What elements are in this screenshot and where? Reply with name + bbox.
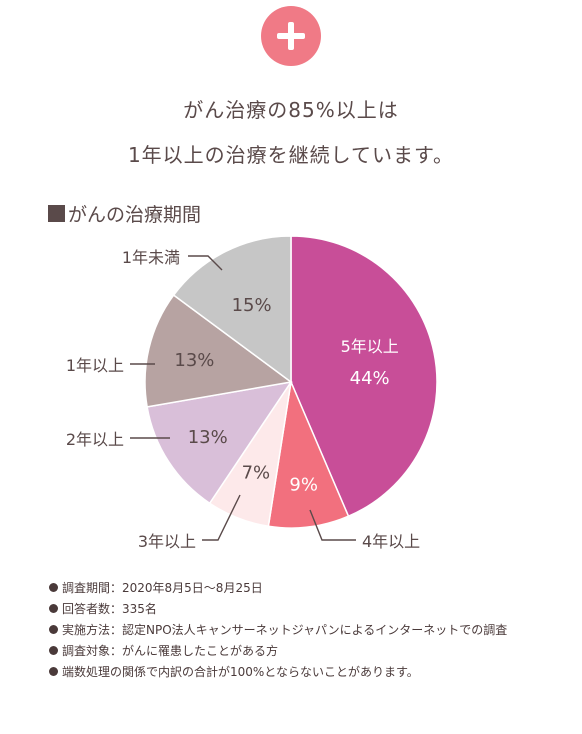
- note-text: 実施方法：認定NPO法人キャンサーネットジャパンによるインターネットでの調査: [62, 623, 508, 637]
- slice-category-label: 5年以上: [341, 337, 399, 356]
- note-text: 調査対象：がんに罹患したことがある方: [62, 644, 279, 658]
- note-text: 端数処理の関係で内訳の合計が100%とならないことがあります。: [62, 665, 419, 679]
- note-text: 回答者数：335名: [62, 602, 157, 616]
- pie-slice: [290, 235, 438, 518]
- bullet-icon: [49, 583, 58, 592]
- note-row: 調査期間：2020年8月5日〜8月25日: [49, 578, 507, 599]
- plus-icon-vertical: [288, 22, 294, 50]
- note-text: 調査期間：2020年8月5日〜8月25日: [62, 581, 263, 595]
- slice-value-label: 7%: [242, 463, 271, 484]
- headline-line-1: がん治療の85%以上は: [183, 98, 399, 122]
- slice-category-label: 4年以上: [362, 532, 420, 551]
- note-row: 実施方法：認定NPO法人キャンサーネットジャパンによるインターネットでの調査: [49, 620, 507, 641]
- slice-value-label: 13%: [188, 427, 228, 448]
- pie-slice: [146, 380, 293, 505]
- chart-title: がんの治療期間: [48, 200, 201, 227]
- leader-lines: [130, 255, 356, 541]
- note-row: 回答者数：335名: [49, 599, 507, 620]
- pie-slice: [267, 379, 350, 529]
- slice-value-label: 9%: [289, 474, 318, 495]
- pie-slice: [144, 294, 293, 408]
- bullet-icon: [49, 646, 58, 655]
- chart-title-text: がんの治療期間: [68, 204, 202, 226]
- slice-value-label: 44%: [350, 368, 390, 389]
- note-row: 調査対象：がんに罹患したことがある方: [49, 641, 507, 662]
- slice-value-label: 15%: [232, 295, 272, 316]
- pie-slice: [172, 235, 292, 384]
- bullet-icon: [49, 667, 58, 676]
- slice-category-label: 2年以上: [66, 430, 124, 449]
- bullet-icon: [49, 625, 58, 634]
- square-bullet-icon: [48, 205, 65, 222]
- slice-category-label: 1年未満: [122, 248, 180, 267]
- slice-category-label: 3年以上: [138, 532, 196, 551]
- bullet-icon: [49, 604, 58, 613]
- slice-value-label: 13%: [174, 350, 214, 371]
- headline-line-2: 1年以上の治療を継続しています。: [127, 143, 455, 167]
- leader-line: [188, 255, 223, 271]
- note-row: 端数処理の関係で内訳の合計が100%とならないことがあります。: [49, 662, 507, 683]
- plus-icon: [261, 6, 321, 66]
- chart-labels: 5年以上 44% 9% 4年以上 7% 3年以上 13% 2年以上 13% 1年以上 15% 1年未満: [66, 248, 420, 551]
- survey-notes: 調査期間：2020年8月5日〜8月25日 回答者数：335名 実施方法：認定NP…: [49, 578, 507, 683]
- pie-slices: [144, 235, 438, 529]
- slice-category-label: 1年以上: [66, 356, 124, 375]
- leader-line: [202, 494, 241, 541]
- leader-line: [309, 509, 356, 541]
